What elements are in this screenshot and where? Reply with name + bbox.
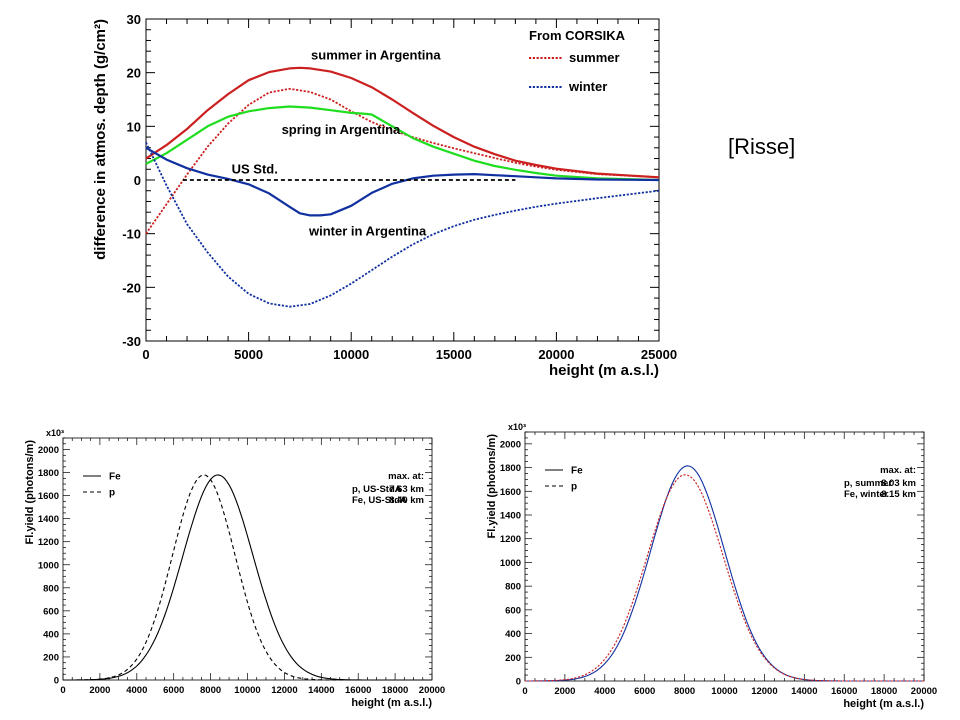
- x-tick-label: 20000: [538, 347, 574, 362]
- legend-title: From CORSIKA: [529, 28, 626, 43]
- x-tick-label: 2000: [89, 685, 110, 696]
- x-tick-label: 6000: [634, 686, 655, 697]
- legend-label-winter: winter: [568, 79, 607, 94]
- y-axis-label: Fl.yield (photons/m): [24, 440, 36, 545]
- y-tick-label: 400: [505, 629, 521, 640]
- y-tick-label: 800: [505, 582, 521, 593]
- max-info-value: 7.63 km: [389, 484, 424, 495]
- y-tick-label: 1600: [500, 487, 521, 498]
- source-tag: [Risse]: [728, 134, 796, 159]
- x-tick-label: 18000: [871, 686, 897, 697]
- legend-label-p: p: [109, 488, 115, 499]
- y-tick-label: 800: [43, 583, 59, 594]
- y-tick-label: 1800: [38, 468, 59, 479]
- series-line-1: [145, 87, 660, 235]
- max-info-title: max. at:: [880, 465, 916, 476]
- y-tick-label: 0: [134, 173, 141, 188]
- annotation-label-3: winter in Argentina: [308, 223, 427, 238]
- y-tick-label: 1000: [500, 558, 521, 569]
- series-curve-p: [63, 474, 432, 681]
- max-info-label: p, US-StdA: [352, 484, 402, 495]
- max-info-label: Fe, US-StdA: [352, 495, 407, 506]
- max-info-value: 8.40 km: [389, 495, 424, 506]
- legend-label-p: p: [571, 482, 577, 493]
- x-tick-label: 18000: [382, 685, 408, 696]
- x-tick-label: 4000: [594, 686, 615, 697]
- y-tick-label: 10: [127, 119, 141, 134]
- y-tick-label: 1600: [38, 491, 59, 502]
- y-tick-label: 2000: [500, 439, 521, 450]
- x-tick-label: 20000: [419, 685, 445, 696]
- x-tick-label: 14000: [308, 685, 334, 696]
- series-curve-p: [525, 474, 924, 682]
- x-tick-label: 0: [142, 347, 149, 362]
- y-tick-label: 0: [54, 676, 59, 687]
- y-tick-label: 200: [505, 653, 521, 664]
- x-tick-label: 12000: [271, 685, 297, 696]
- y-tick-label: 20: [127, 66, 141, 81]
- max-info-label: p, summer: [844, 478, 892, 489]
- y-tick-label: 2000: [38, 445, 59, 456]
- x-tick-label: 25000: [641, 347, 677, 362]
- y-tick-label: 1800: [500, 463, 521, 474]
- y-tick-label: -30: [122, 334, 141, 349]
- annotation-label-0: summer in Argentina: [311, 47, 441, 62]
- x-tick-label: 8000: [200, 685, 221, 696]
- max-info-label: Fe, winter: [844, 489, 889, 500]
- series-line-3: [145, 146, 660, 217]
- series-line-2: [145, 105, 660, 182]
- series-line-4: [145, 142, 660, 308]
- x-axis-label: height (m a.s.l.): [549, 362, 659, 379]
- annotation-label-1: spring in Argentina: [282, 122, 401, 137]
- x-axis-label: height (m a.s.l.): [351, 697, 432, 709]
- max-info-value: 8.15 km: [881, 489, 916, 500]
- y-tick-label: 1200: [500, 534, 521, 545]
- x-axis-label: height (m a.s.l.): [843, 698, 924, 710]
- y-tick-label: 1400: [38, 514, 59, 525]
- y-tick-label: 1400: [500, 511, 521, 522]
- y-multiplier: x10³: [46, 428, 64, 438]
- y-axis-label: difference in atmos. depth (g/cm²): [92, 19, 109, 260]
- legend-label-Fe: Fe: [571, 466, 583, 477]
- y-tick-label: 30: [127, 12, 141, 27]
- annotation-label-2: US Std.: [232, 162, 278, 177]
- y-tick-label: 600: [505, 605, 521, 616]
- x-tick-label: 8000: [674, 686, 695, 697]
- x-tick-label: 16000: [831, 686, 857, 697]
- legend-label-summer: summer: [569, 50, 620, 65]
- y-axis-label: Fl.yield (photons/m): [486, 434, 498, 539]
- y-tick-label: 200: [43, 652, 59, 663]
- x-tick-label: 15000: [436, 347, 472, 362]
- max-info-value: 8.03 km: [881, 478, 916, 489]
- x-tick-label: 0: [522, 686, 527, 697]
- y-tick-label: -20: [122, 280, 141, 295]
- y-tick-label: 1200: [38, 537, 59, 548]
- x-tick-label: 0: [60, 685, 65, 696]
- y-tick-label: 600: [43, 606, 59, 617]
- bottom-right-chart-fl-yield: 0 2000 4000 6000 8000 10000 12000 14000 16000 180…: [486, 422, 937, 710]
- legend-label-Fe: Fe: [109, 472, 121, 483]
- x-tick-label: 10000: [711, 686, 737, 697]
- x-tick-label: 6000: [163, 685, 184, 696]
- x-tick-label: 2000: [554, 686, 575, 697]
- y-tick-label: 400: [43, 629, 59, 640]
- top-chart-atmos-depth: 0 5000 10000 15000 20000 25000 -30 -20 -10 0 10 20 3…: [92, 12, 677, 379]
- x-tick-label: 14000: [791, 686, 817, 697]
- x-tick-label: 10000: [333, 347, 369, 362]
- x-tick-label: 4000: [126, 685, 147, 696]
- max-info-title: max. at:: [388, 471, 424, 482]
- x-tick-label: 12000: [751, 686, 777, 697]
- x-tick-label: 5000: [234, 347, 263, 362]
- y-tick-label: -10: [122, 227, 141, 242]
- bottom-left-chart-fl-yield: 0 2000 4000 6000 8000 10000 12000 14000 16000 180…: [24, 428, 445, 709]
- y-tick-label: 1000: [38, 560, 59, 571]
- x-tick-label: 20000: [911, 686, 937, 697]
- x-tick-label: 10000: [234, 685, 260, 696]
- plot-frame: [524, 431, 925, 682]
- y-tick-label: 0: [516, 677, 521, 688]
- y-multiplier: x10³: [508, 422, 526, 432]
- x-tick-label: 16000: [345, 685, 371, 696]
- series-line-0: [145, 66, 660, 179]
